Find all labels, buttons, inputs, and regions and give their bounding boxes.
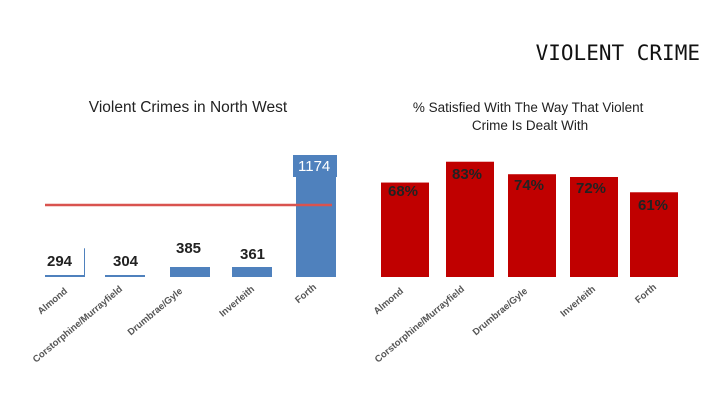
chart2-category-label-forth: Forth <box>633 282 659 306</box>
violent-crimes-chart: Violent Crimes in North West 294 304 385 36… <box>31 99 337 365</box>
chart1-label-box-inverleith <box>232 237 276 267</box>
chart2-bar-drumbrae-gyle <box>508 174 556 277</box>
chart1-value-labels: 294 304 385 361 1174 <box>40 155 337 275</box>
chart2-value-label-almond: 68% <box>388 183 418 200</box>
chart1-label-box-forth <box>293 155 337 177</box>
satisfaction-chart: % Satisfied With The Way That Violent Cr… <box>372 100 678 365</box>
chart2-title-line-1: % Satisfied With The Way That Violent <box>413 100 644 115</box>
chart1-value-label-almond: 294 <box>47 253 73 270</box>
chart1-bar-forth <box>296 162 336 277</box>
chart2-value-label-forth: 61% <box>638 197 668 214</box>
chart2-value-label-inverleith: 72% <box>576 180 606 197</box>
chart2-value-label-corstorphine-murrayfield: 83% <box>452 166 482 183</box>
chart2-bar-forth <box>630 192 678 277</box>
chart2-value-labels: 68% 83% 74% 72% 61% <box>388 166 668 214</box>
chart2-bars <box>381 161 678 277</box>
chart1-category-label-forth: Forth <box>293 282 319 306</box>
chart1-label-box-drumbrae-gyle <box>170 237 214 267</box>
chart1-label-box-almond <box>40 243 84 275</box>
chart1-value-label-forth: 1174 <box>298 158 330 175</box>
chart1-value-label-corstorphine-murrayfield: 304 <box>113 253 139 270</box>
chart1-value-label-drumbrae-gyle: 385 <box>176 240 201 257</box>
chart2-bar-almond <box>381 182 429 277</box>
chart1-category-label-almond: Almond <box>36 286 70 317</box>
chart1-category-label-corstorphine-murrayfield: Corstorphine/Murrayfield <box>31 284 125 365</box>
chart2-category-label-almond: Almond <box>372 286 406 317</box>
chart2-title-line-2: Crime Is Dealt With <box>472 118 588 133</box>
chart1-title: Violent Crimes in North West <box>89 99 288 116</box>
chart1-label-box-corstorphine-murrayfield <box>105 243 149 275</box>
chart1-value-label-inverleith: 361 <box>240 246 265 263</box>
chart2-bar-corstorphine-murrayfield <box>446 161 494 277</box>
chart2-bar-inverleith <box>570 177 618 277</box>
chart2-title: % Satisfied With The Way That Violent Cr… <box>413 100 647 133</box>
chart2-category-label-drumbrae-gyle: Drumbrae/Gyle <box>471 286 530 338</box>
chart1-category-label-inverleith: Inverleith <box>217 284 257 320</box>
chart1-category-label-drumbrae-gyle: Drumbrae/Gyle <box>126 286 185 338</box>
chart2-value-label-drumbrae-gyle: 74% <box>514 177 544 194</box>
slide-title: VIOLENT CRIME <box>536 41 700 65</box>
chart2-category-label-inverleith: Inverleith <box>558 284 598 320</box>
